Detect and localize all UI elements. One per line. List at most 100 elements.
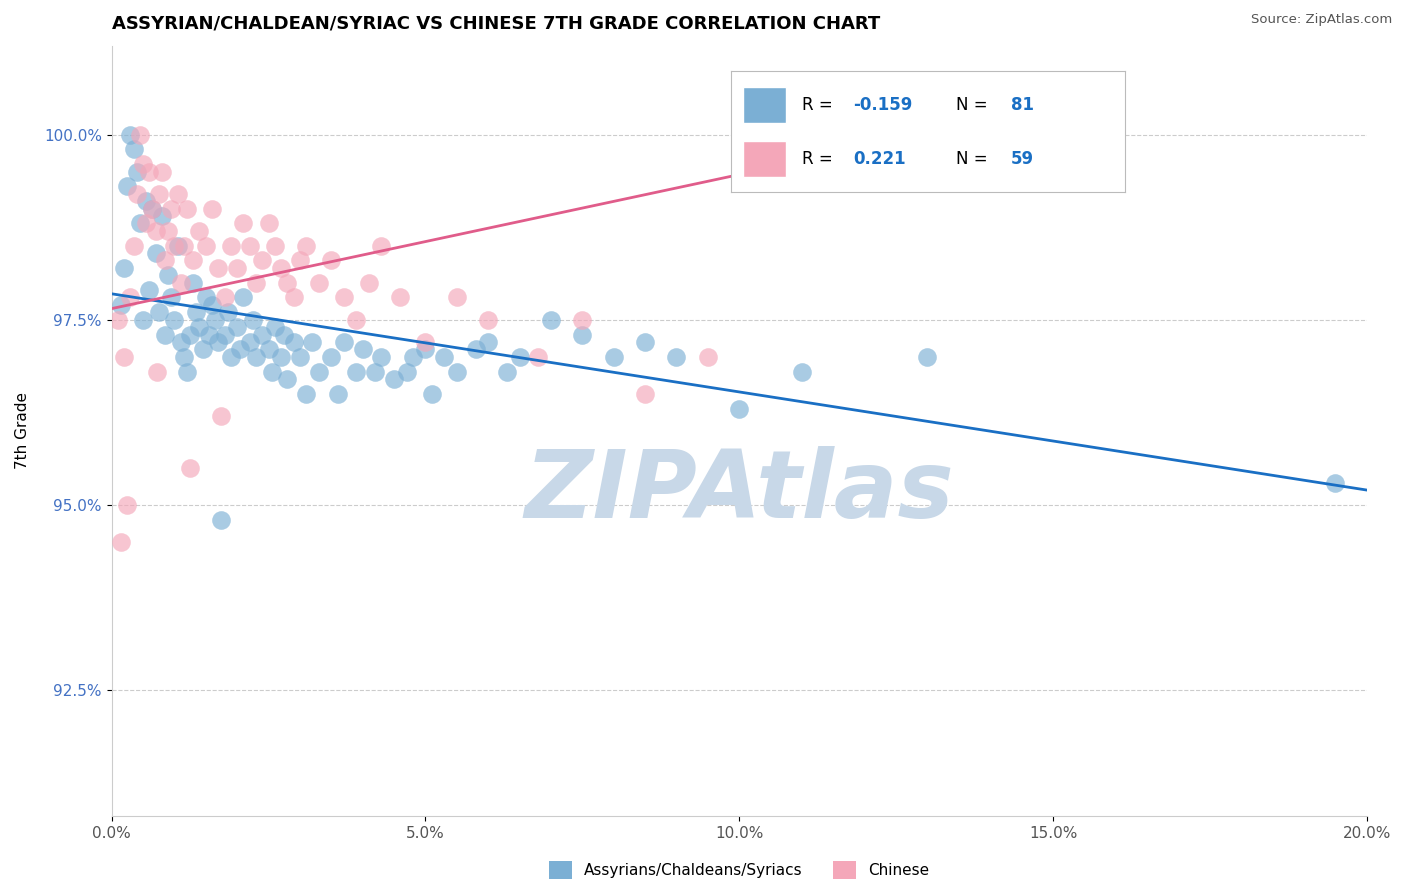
Point — [257, 343, 280, 357]
Point — [120, 128, 142, 142]
Point — [107, 312, 129, 326]
Point — [194, 238, 217, 252]
Point — [446, 365, 468, 379]
Point — [186, 305, 208, 319]
Point — [166, 238, 188, 252]
Point — [194, 291, 217, 305]
Point — [344, 365, 367, 379]
Point — [295, 238, 318, 252]
Point — [239, 238, 262, 252]
Point — [321, 350, 343, 364]
Point — [207, 334, 229, 349]
Point — [308, 276, 330, 290]
Point — [257, 216, 280, 230]
Point — [135, 216, 157, 230]
Point — [540, 312, 562, 326]
Point — [110, 298, 132, 312]
Point — [276, 372, 298, 386]
FancyBboxPatch shape — [742, 87, 786, 123]
Point — [122, 142, 145, 156]
Point — [263, 320, 285, 334]
Point — [288, 253, 311, 268]
Text: R =: R = — [801, 96, 838, 114]
Point — [352, 343, 374, 357]
Point — [295, 386, 318, 401]
Point — [308, 365, 330, 379]
Point — [415, 343, 437, 357]
Point — [148, 186, 170, 201]
Point — [728, 401, 751, 416]
Point — [395, 365, 418, 379]
FancyBboxPatch shape — [742, 141, 786, 178]
Point — [209, 513, 232, 527]
Point — [433, 350, 456, 364]
Point — [226, 320, 249, 334]
Text: 0.221: 0.221 — [853, 150, 905, 169]
Point — [288, 350, 311, 364]
Text: ASSYRIAN/CHALDEAN/SYRIAC VS CHINESE 7TH GRADE CORRELATION CHART: ASSYRIAN/CHALDEAN/SYRIAC VS CHINESE 7TH … — [111, 15, 880, 33]
Point — [226, 260, 249, 275]
Point — [665, 350, 688, 364]
Point — [333, 291, 356, 305]
Point — [634, 334, 657, 349]
Point — [166, 186, 188, 201]
Point — [181, 253, 204, 268]
Point — [477, 334, 499, 349]
Point — [179, 460, 201, 475]
Point — [464, 343, 486, 357]
Point — [571, 312, 593, 326]
Text: 81: 81 — [1011, 96, 1033, 114]
Point — [173, 238, 195, 252]
Point — [191, 343, 214, 357]
Point — [214, 291, 236, 305]
Point — [370, 238, 392, 252]
Point — [402, 350, 425, 364]
Point — [153, 327, 176, 342]
Point — [138, 164, 160, 178]
Point — [509, 350, 531, 364]
Point — [157, 268, 180, 283]
Point — [201, 298, 224, 312]
Point — [446, 291, 468, 305]
Point — [382, 372, 405, 386]
Text: ZIPAtlas: ZIPAtlas — [524, 446, 955, 539]
Point — [209, 409, 232, 423]
Point — [110, 535, 132, 549]
Text: R =: R = — [801, 150, 838, 169]
Point — [242, 312, 264, 326]
Point — [634, 386, 657, 401]
Point — [357, 276, 380, 290]
Point — [141, 202, 163, 216]
Point — [146, 365, 169, 379]
Point — [217, 305, 239, 319]
Point — [176, 202, 198, 216]
Point — [198, 327, 221, 342]
Point — [207, 260, 229, 275]
Point — [232, 216, 254, 230]
Text: N =: N = — [956, 150, 993, 169]
Point — [602, 350, 624, 364]
Point — [176, 365, 198, 379]
Point — [790, 365, 813, 379]
Point — [252, 327, 274, 342]
Point — [696, 350, 718, 364]
Point — [917, 350, 939, 364]
Y-axis label: 7th Grade: 7th Grade — [15, 392, 30, 469]
Point — [150, 209, 173, 223]
Point — [160, 202, 183, 216]
Point — [276, 276, 298, 290]
Point — [283, 334, 305, 349]
Point — [571, 327, 593, 342]
Point — [122, 238, 145, 252]
Text: Source: ZipAtlas.com: Source: ZipAtlas.com — [1251, 13, 1392, 27]
Point — [117, 498, 139, 512]
Point — [344, 312, 367, 326]
Point — [370, 350, 392, 364]
Point — [245, 350, 267, 364]
Point — [179, 327, 201, 342]
Point — [132, 157, 155, 171]
Point — [270, 350, 292, 364]
Point — [150, 164, 173, 178]
Point — [1324, 475, 1347, 490]
Point — [135, 194, 157, 209]
